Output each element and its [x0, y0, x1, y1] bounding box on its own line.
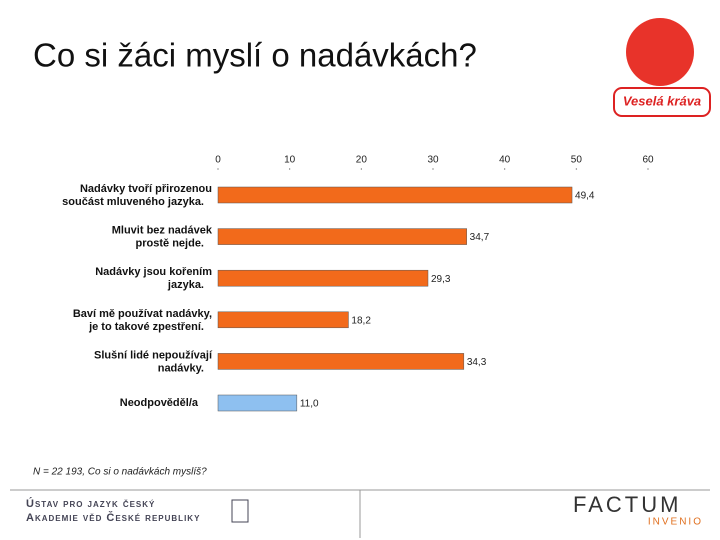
x-tick-label: 10: [284, 155, 296, 166]
bar: [217, 394, 298, 412]
category-label: Mluvit bez nadávek prostě nejde.: [112, 225, 213, 250]
bar: [217, 228, 467, 245]
institute-logo: [231, 499, 249, 523]
bar: [217, 186, 573, 204]
x-tick-label: 20: [356, 155, 368, 166]
logo-text: Veselá kráva: [623, 93, 701, 108]
value-label: 34,7: [470, 232, 490, 243]
bar: [217, 353, 465, 370]
logo-badge: [613, 87, 711, 117]
brand: FACTUM: [573, 492, 681, 517]
value-label: 11,0: [300, 399, 319, 410]
value-label: 18,2: [351, 315, 371, 326]
institute: Akademie věd České republiky: [26, 511, 200, 524]
note: N = 22 193, Co si o nadávkách myslíš?: [33, 467, 207, 478]
value-label: 29,3: [431, 274, 451, 285]
logo-cow: [626, 18, 694, 86]
category-label: Nadávky tvoří přirozenou součást mluvenéh…: [62, 183, 212, 208]
x-tick-label: 30: [427, 155, 439, 166]
x-tick-label: 50: [571, 155, 583, 166]
value-label: 49,4: [575, 191, 595, 202]
bar: [217, 269, 429, 287]
x-tick-label: 60: [642, 155, 654, 166]
value-label: 34,3: [467, 357, 487, 368]
bar: [217, 311, 349, 329]
category-label: Neodpověděl/a: [120, 397, 199, 409]
x-tick-label: 40: [499, 155, 511, 166]
slide-title: Co si žáci myslí o nadávkách?: [33, 37, 477, 74]
x-tick-label: 0: [215, 155, 221, 166]
institute: Ústav pro jazyk český: [26, 497, 155, 510]
brand-sub: INVENIO: [648, 517, 703, 528]
category-label: Slušní lidé nepoužívají nadávky.: [94, 349, 213, 374]
category-label: Nadávky jsou kořením jazyka.: [95, 266, 212, 291]
category-label: Baví mě používat nadávky, je to takové zp…: [73, 308, 212, 333]
logo: Veselá kráva: [613, 18, 711, 117]
